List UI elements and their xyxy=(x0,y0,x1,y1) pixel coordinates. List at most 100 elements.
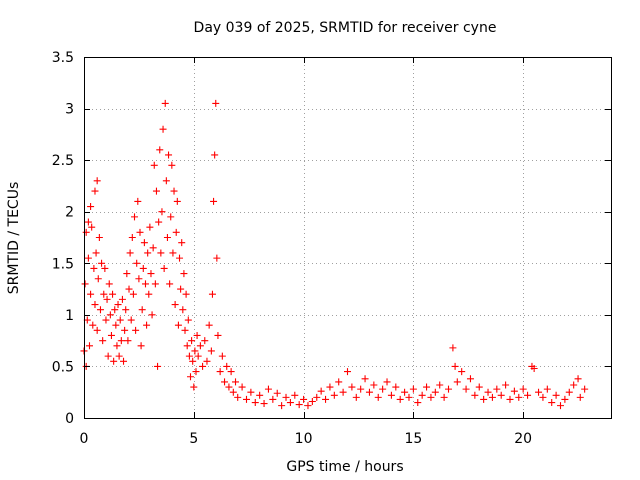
data-point xyxy=(165,151,173,159)
data-point xyxy=(152,187,160,195)
data-point xyxy=(135,275,143,283)
data-point xyxy=(113,342,121,350)
data-point xyxy=(138,306,146,314)
data-point xyxy=(214,331,222,339)
data-point xyxy=(273,389,281,397)
y-tick-label: 0 xyxy=(65,411,74,427)
data-point xyxy=(339,388,347,396)
data-point xyxy=(118,295,126,303)
data-point xyxy=(140,239,148,247)
grid xyxy=(84,57,611,418)
data-point xyxy=(98,259,106,267)
data-point xyxy=(91,301,99,309)
data-point xyxy=(286,399,294,407)
data-point xyxy=(92,249,100,257)
data-point xyxy=(166,280,174,288)
data-point xyxy=(122,306,130,314)
data-point xyxy=(308,397,316,405)
data-point xyxy=(133,259,141,267)
y-axis-label: SRMTID / TECUs xyxy=(6,182,22,295)
data-point xyxy=(123,270,131,278)
data-point xyxy=(229,388,237,396)
data-point xyxy=(440,393,448,401)
data-point xyxy=(99,337,107,345)
data-point xyxy=(104,352,112,360)
data-point xyxy=(449,344,457,352)
data-point xyxy=(392,383,400,391)
data-point xyxy=(116,316,124,324)
data-point xyxy=(132,326,140,334)
data-point xyxy=(405,393,413,401)
data-point xyxy=(510,387,518,395)
data-point xyxy=(211,151,219,159)
data-point xyxy=(144,249,152,257)
data-point xyxy=(171,301,179,309)
data-point xyxy=(260,400,268,408)
data-point xyxy=(167,213,175,221)
data-point xyxy=(196,342,204,350)
data-point xyxy=(139,264,147,272)
data-point xyxy=(401,388,409,396)
data-point xyxy=(173,197,181,205)
data-point xyxy=(117,337,125,345)
data-point xyxy=(149,244,157,252)
data-point xyxy=(115,352,123,360)
data-point xyxy=(84,254,92,262)
data-point xyxy=(185,352,193,360)
data-point xyxy=(361,375,369,383)
data-point xyxy=(322,395,330,403)
data-point xyxy=(179,306,187,314)
data-point xyxy=(94,275,102,283)
data-point xyxy=(112,321,120,329)
data-point xyxy=(106,311,114,319)
x-tick-label: 10 xyxy=(295,431,313,447)
data-point xyxy=(475,383,483,391)
data-point xyxy=(87,290,95,298)
data-point xyxy=(300,395,308,403)
data-point xyxy=(414,399,422,407)
data-point xyxy=(278,402,286,410)
data-point xyxy=(120,357,128,365)
data-point xyxy=(223,362,231,370)
data-point xyxy=(344,368,351,376)
data-point xyxy=(409,385,417,393)
data-point xyxy=(161,99,169,107)
plot-frame xyxy=(84,57,612,419)
data-point xyxy=(163,234,171,241)
data-point xyxy=(232,378,240,386)
data-point xyxy=(103,295,111,303)
data-point xyxy=(203,357,211,365)
x-tick-label: 0 xyxy=(80,431,89,447)
data-point xyxy=(156,146,164,154)
y-tick-label: 3.5 xyxy=(52,50,74,66)
data-point xyxy=(570,381,578,389)
data-point xyxy=(484,388,492,396)
data-point xyxy=(174,321,182,329)
data-point xyxy=(352,393,360,401)
data-point xyxy=(177,285,185,293)
data-point xyxy=(146,223,154,231)
data-point xyxy=(157,249,165,257)
data-point xyxy=(242,395,250,403)
y-tick-label: 1.5 xyxy=(52,256,74,272)
data-point xyxy=(234,393,242,401)
data-point xyxy=(548,399,556,407)
data-point xyxy=(91,187,99,195)
data-point xyxy=(530,364,538,372)
data-point xyxy=(194,352,202,360)
data-point xyxy=(539,393,547,401)
data-point xyxy=(111,306,119,314)
data-point xyxy=(515,393,523,401)
data-point xyxy=(154,362,162,370)
data-point xyxy=(168,161,176,169)
data-point xyxy=(191,347,199,355)
data-point xyxy=(574,375,582,383)
data-point xyxy=(109,290,117,298)
data-point xyxy=(101,264,109,272)
data-point xyxy=(493,385,501,393)
data-point xyxy=(247,388,255,396)
data-point xyxy=(176,254,184,262)
data-point xyxy=(431,388,439,396)
x-tick-label: 20 xyxy=(514,431,532,447)
data-point xyxy=(137,342,145,350)
